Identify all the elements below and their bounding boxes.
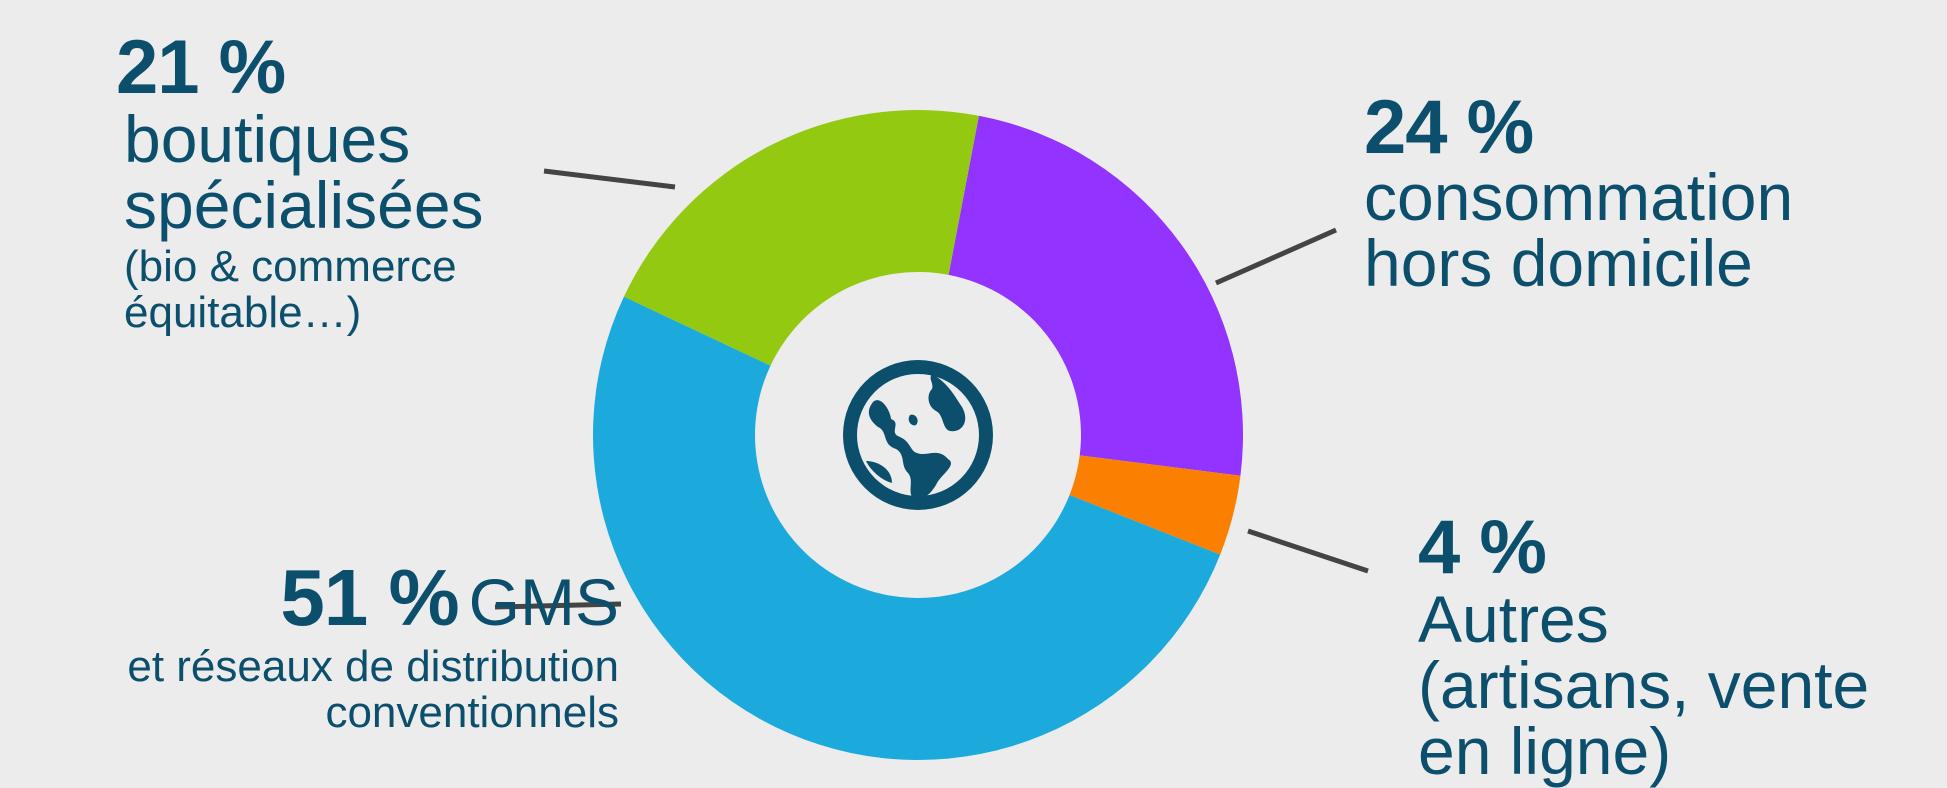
- pct-label: 51 %: [280, 553, 459, 642]
- slice-gms: [592, 296, 1221, 761]
- pct-label: 4 %: [1418, 505, 1547, 590]
- leader-line-21: [543, 168, 676, 190]
- leader-lines: [494, 168, 1369, 610]
- pct-label: 21 %: [116, 25, 286, 110]
- globe-icon: [843, 360, 993, 510]
- category-line: hors domicile: [1364, 226, 1753, 300]
- pct-label: 24 %: [1364, 85, 1534, 170]
- category-line: boutiques: [124, 102, 411, 176]
- label-autres: 4 % Autres (artisans, vente en ligne): [1418, 505, 1870, 788]
- donut-slices: [592, 110, 1243, 761]
- category-line: spécialisées: [124, 168, 484, 242]
- category-detail-line: conventionnels: [325, 688, 619, 738]
- category-line: Autres: [1418, 582, 1609, 656]
- slice-boutiques-specialisees: [623, 110, 979, 366]
- category-line: (artisans, vente: [1418, 648, 1870, 722]
- leader-line-51: [494, 601, 622, 610]
- category-line: consommation: [1364, 160, 1794, 234]
- leader-line-24: [1214, 227, 1338, 286]
- category-detail-line: équitable…): [124, 288, 362, 338]
- label-gms: 51 % GMS et réseaux de distribution conve…: [127, 558, 619, 736]
- label-boutiques-specialisees: 21 % boutiques spécialisées (bio & comme…: [116, 30, 484, 336]
- category-detail-line: (bio & commerce: [124, 242, 457, 291]
- slice-autres: [1069, 455, 1241, 555]
- category-detail-line: et réseaux de distribution: [127, 642, 619, 691]
- slice-consommation-hors-domicile: [948, 115, 1243, 476]
- leader-line-4: [1247, 528, 1369, 574]
- category-line: GMS: [468, 565, 619, 639]
- label-gms-head: 51 % GMS: [127, 558, 619, 638]
- label-consommation-hors-domicile: 24 % consommation hors domicile: [1364, 85, 1794, 300]
- category-line: en ligne): [1418, 714, 1672, 788]
